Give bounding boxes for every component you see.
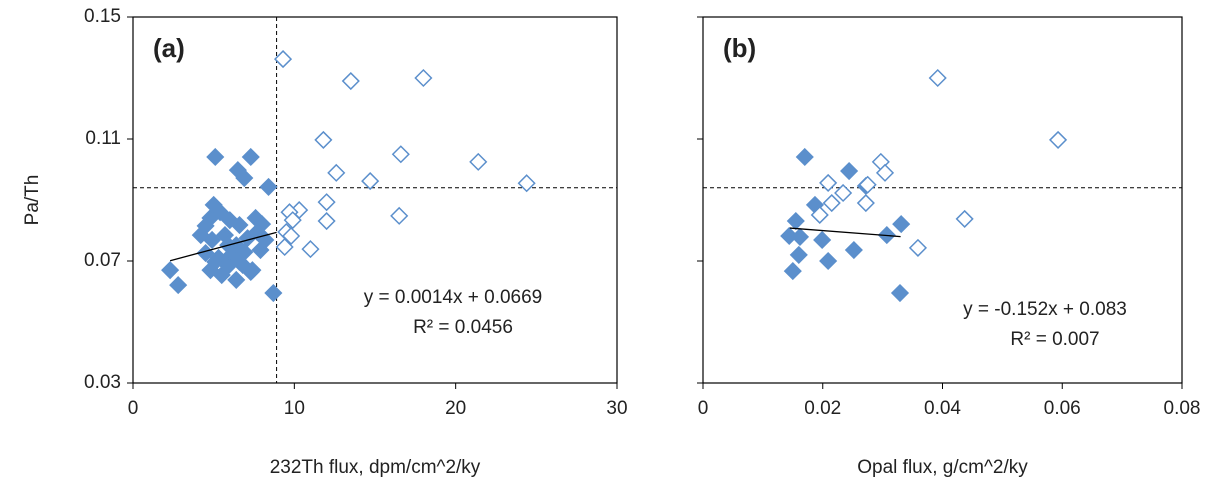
x-tick-label: 0 [698,398,709,419]
y-tick-label: 0.15 [84,6,121,27]
point [908,238,928,257]
point [161,261,180,280]
equation: y = 0.0014x + 0.0669 [364,287,543,308]
point [241,147,260,167]
y-tick-label: 0.07 [84,250,121,271]
point [822,193,841,213]
x-axis-title: Opal flux, g/cm^2/ky [857,457,1028,478]
point [813,230,832,250]
r-squared: R² = 0.0456 [413,317,513,338]
panel-label: (b) [723,33,756,63]
point [844,240,863,260]
point [243,261,262,280]
x-tick-label: 20 [445,398,466,419]
point [202,230,222,250]
point [361,172,380,191]
trend-line [789,227,901,238]
point [517,174,536,193]
x-tick-label: 0.04 [924,398,961,419]
point [810,205,829,225]
r-squared: R² = 0.007 [1010,329,1099,350]
point [169,276,188,295]
y-tick-label: 0.03 [84,372,121,393]
point [840,161,859,181]
point [955,209,974,228]
point [341,71,360,91]
point [790,227,810,246]
trend-line [169,231,277,262]
point [314,130,333,149]
x-tick-label: 0 [128,398,139,419]
point [273,50,293,69]
point [928,68,947,88]
point [789,245,808,264]
point [264,283,283,303]
x-axis-title: 232Th flux, dpm/cm^2/ky [270,457,481,478]
point [230,252,249,271]
point [275,237,294,257]
point [283,211,302,230]
point [1048,130,1068,149]
point [282,226,301,246]
point [834,183,853,203]
point [414,68,433,88]
point [196,216,215,235]
point [892,215,911,234]
point [786,211,805,231]
point [206,147,225,167]
point [795,147,814,167]
plot-frame [132,16,618,384]
y-tick-label: 0.11 [85,128,121,149]
point [391,145,410,164]
panel-label: (a) [153,33,185,63]
x-tick-label: 0.02 [804,398,841,419]
equation: y = -0.152x + 0.083 [963,299,1127,320]
point [227,270,246,289]
point [327,163,346,182]
point [819,173,838,192]
point [301,240,320,259]
point [259,177,278,196]
point [875,163,895,182]
plot-frame [702,16,1183,384]
x-tick-label: 0.06 [1044,398,1081,419]
point [890,283,910,303]
x-tick-label: 10 [284,398,305,419]
point [819,251,838,271]
point [858,175,877,194]
point [390,206,409,225]
point [469,152,488,171]
x-tick-label: 30 [606,398,627,419]
point [783,262,802,281]
point [230,215,249,235]
point [317,211,336,231]
point [211,203,230,222]
point [317,193,336,212]
point [856,193,875,213]
x-tick-label: 0.08 [1164,398,1201,419]
point [235,168,254,188]
y-axis-title: Pa/Th [22,175,43,226]
